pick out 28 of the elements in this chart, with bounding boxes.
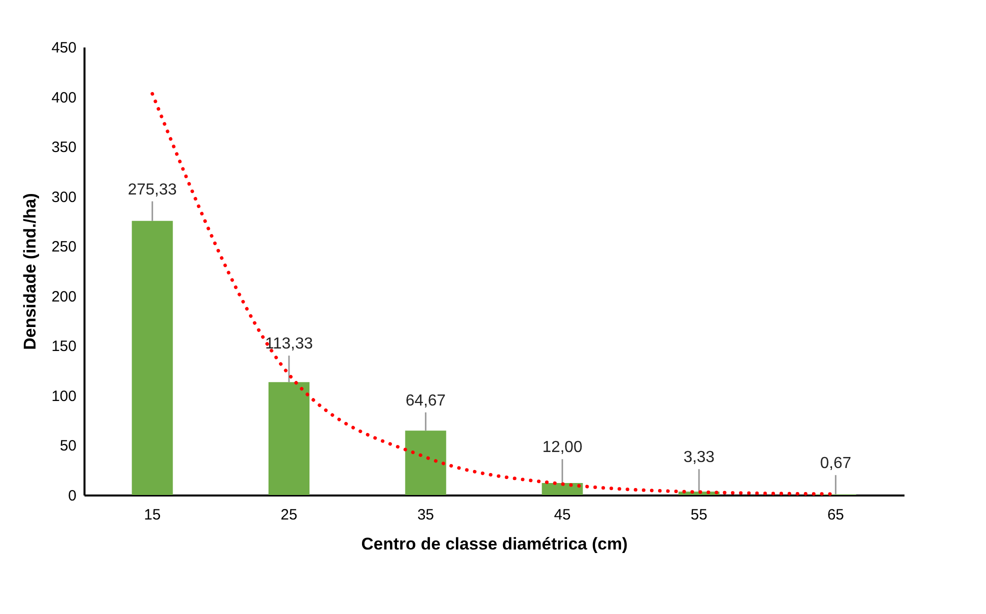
x-tick-label: 65 [827,506,844,524]
x-tick-label: 25 [280,506,298,524]
x-axis-title: Centro de classe diamétrica (cm) [361,534,628,554]
bar [405,430,446,495]
y-axis-title: Densidade (ind./ha) [20,193,40,350]
data-label: 12,00 [542,439,582,456]
y-tick-label: 100 [51,388,76,405]
data-label: 3,33 [683,449,715,466]
bar [268,382,310,495]
x-tick-label: 45 [554,506,571,524]
bar [132,220,173,495]
y-tick-label: 400 [51,89,76,106]
y-tick-label: 450 [51,40,76,56]
x-tick-label: 15 [144,506,161,524]
y-tick-label: 50 [60,438,76,455]
data-label: 0,67 [820,455,852,472]
x-tick-label: 55 [690,506,708,524]
data-label: 275,33 [128,181,177,198]
y-tick-label: 300 [51,188,76,206]
y-tick-label: 350 [51,139,76,156]
y-tick-label: 150 [51,338,76,356]
y-tick-label: 0 [68,488,76,504]
y-tick-label: 250 [51,238,76,256]
data-label: 113,33 [265,336,313,353]
y-tick-label: 200 [51,288,76,306]
x-tick-label: 35 [417,506,434,524]
data-label: 64,67 [406,392,446,410]
bar [542,483,583,495]
